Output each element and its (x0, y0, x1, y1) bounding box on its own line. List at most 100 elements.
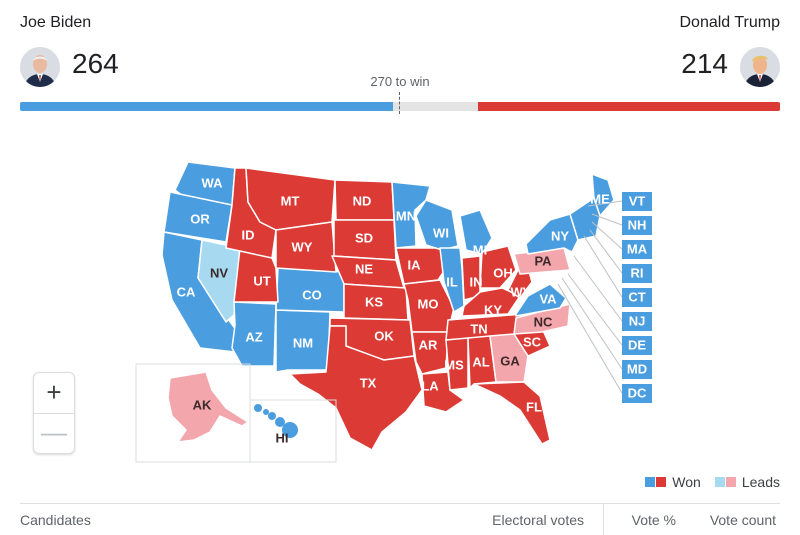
state-ak[interactable] (167, 371, 249, 443)
state-label-ut: UT (253, 273, 270, 288)
state-label-wa: WA (202, 175, 224, 190)
state-hi-island[interactable] (282, 422, 298, 438)
state-label-mn: MN (396, 208, 416, 223)
state-label-va: VA (539, 291, 557, 306)
connector-nh (591, 213, 623, 226)
state-label-la: LA (421, 378, 439, 393)
connector-de (567, 273, 623, 346)
state-hi-island[interactable] (275, 417, 285, 427)
map-legend: Won Leads (645, 474, 780, 490)
state-label-sc: SC (523, 334, 542, 349)
person-photo-icon (740, 47, 780, 87)
state-label-ks: KS (365, 294, 383, 309)
state-wv[interactable] (507, 267, 533, 299)
state-box-label-de: DE (628, 337, 646, 352)
state-box-nh[interactable] (622, 216, 652, 235)
us-election-map: VT NH MA RI CT NJ DE MD DC WA OR CA NV AZ NM CO UT ID MT W… (135, 161, 652, 463)
connector-vt (587, 200, 623, 207)
state-label-oh: OH (493, 265, 513, 280)
state-box-nj[interactable] (622, 312, 652, 331)
state-label-tx: TX (360, 375, 377, 390)
state-label-id: ID (242, 227, 255, 242)
state-label-ga: GA (500, 353, 520, 368)
state-ga[interactable] (489, 333, 529, 383)
zoom-out-button[interactable]: — (41, 417, 67, 447)
state-box-dc[interactable] (622, 384, 652, 403)
legend-swatch-dem-leads (714, 477, 725, 487)
legend-won-label: Won (672, 474, 701, 490)
progress-dem-fill (20, 102, 393, 111)
progress-rep-fill (477, 102, 780, 111)
state-label-nm: NM (293, 335, 313, 350)
legend-leads-label: Leads (741, 474, 780, 490)
state-label-ms: MS (444, 357, 464, 372)
electoral-progress-bar (20, 102, 780, 111)
state-ms[interactable] (445, 337, 469, 391)
state-tx[interactable] (289, 325, 423, 451)
state-hi-island[interactable] (263, 409, 269, 415)
state-label-sd: SD (355, 230, 373, 245)
state-ny[interactable] (525, 213, 579, 255)
header-candidates[interactable]: Candidates (20, 512, 91, 528)
state-label-ky: KY (484, 302, 502, 317)
state-label-hi: HI (276, 430, 289, 445)
state-label-ny: NY (551, 228, 569, 243)
state-hi-island[interactable] (268, 412, 276, 420)
state-ia[interactable] (395, 247, 447, 285)
results-table-header: Candidates Electoral votes Vote % Vote c… (20, 503, 780, 535)
state-or[interactable] (163, 191, 233, 243)
inset-frame (135, 363, 337, 463)
state-label-fl: FL (526, 399, 542, 414)
candidate-right-name: Donald Trump (679, 14, 781, 31)
state-label-mo: MO (418, 296, 439, 311)
state-box-label-nj: NJ (629, 313, 646, 328)
state-box-de[interactable] (622, 336, 652, 355)
connector-ct (583, 235, 623, 298)
state-label-me: ME (590, 191, 610, 206)
legend-swatch-rep-won (656, 477, 667, 487)
candidate-left-avatar (20, 47, 60, 87)
state-box-label-ma: MA (627, 241, 648, 256)
state-label-wv: WV (511, 284, 532, 299)
state-ar[interactable] (411, 331, 449, 375)
state-hi-island[interactable] (254, 404, 262, 412)
state-label-nc: NC (534, 314, 553, 329)
state-box-md[interactable] (622, 360, 652, 379)
state-fl[interactable] (473, 381, 551, 445)
state-label-mi: MI (473, 242, 487, 257)
state-box-ct[interactable] (622, 288, 652, 307)
state-box-ma[interactable] (622, 240, 652, 259)
state-label-or: OR (190, 211, 210, 226)
header-vote-percent[interactable]: Vote % (631, 512, 676, 528)
state-new-england-area[interactable] (569, 197, 601, 241)
state-label-co: CO (302, 287, 322, 302)
state-label-nd: ND (353, 193, 372, 208)
win-threshold-label: 270 to win (370, 74, 430, 89)
connector-dc (557, 283, 623, 394)
state-wy[interactable] (275, 221, 337, 273)
candidate-left-votes: 264 (72, 48, 119, 79)
state-box-ri[interactable] (622, 264, 652, 283)
state-label-nv: NV (210, 265, 228, 280)
header-electoral-votes[interactable]: Electoral votes (492, 512, 584, 528)
candidate-right-avatar (740, 47, 780, 87)
state-label-ca: CA (177, 284, 196, 299)
state-label-pa: PA (534, 253, 552, 268)
connector-ma (591, 221, 623, 250)
state-label-il: IL (446, 274, 458, 289)
state-label-wy: WY (292, 239, 313, 254)
state-mi[interactable] (459, 209, 493, 255)
state-box-vt[interactable] (622, 192, 652, 211)
state-label-wi: WI (433, 225, 449, 240)
state-label-in: IN (470, 274, 483, 289)
state-me[interactable] (591, 173, 615, 217)
state-label-ne: NE (355, 261, 373, 276)
state-box-label-nh: NH (628, 217, 647, 232)
state-box-label-vt: VT (629, 193, 646, 208)
legend-swatch-rep-leads (725, 477, 736, 487)
header-vote-count[interactable]: Vote count (709, 512, 776, 528)
zoom-in-button[interactable]: + (34, 373, 74, 414)
state-oh[interactable] (479, 245, 517, 289)
connector-md (561, 277, 623, 370)
zoom-control: + — (33, 372, 75, 454)
